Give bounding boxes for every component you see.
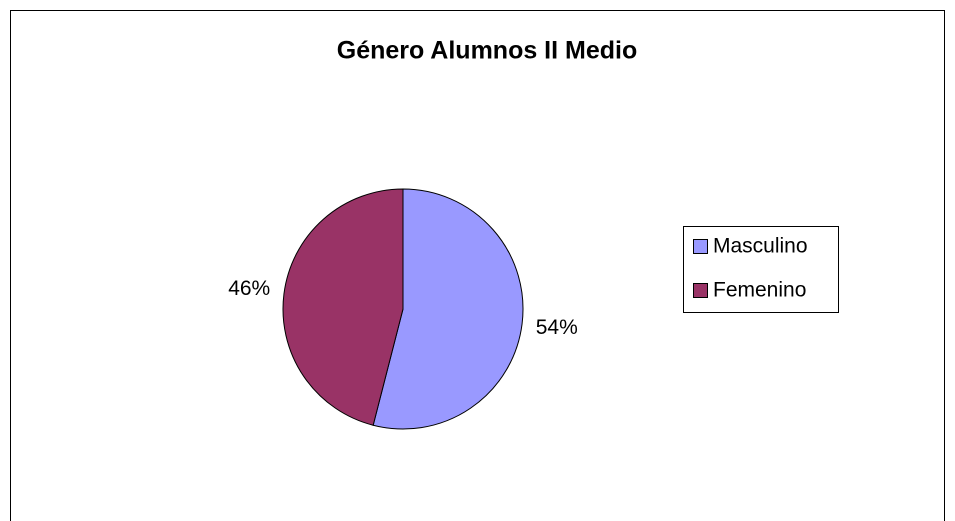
legend-box [683,226,839,313]
legend-label: Femenino [713,279,806,302]
data-label: 46% [228,277,270,300]
legend-swatch [693,239,708,254]
legend-label: Masculino [713,235,808,258]
chart-border [10,10,945,521]
legend-swatch [693,283,708,298]
pie-slice [282,188,404,426]
chart-title: Género Alumnos II Medio [337,37,638,65]
pie-slice [372,188,524,430]
data-label: 54% [536,316,578,339]
